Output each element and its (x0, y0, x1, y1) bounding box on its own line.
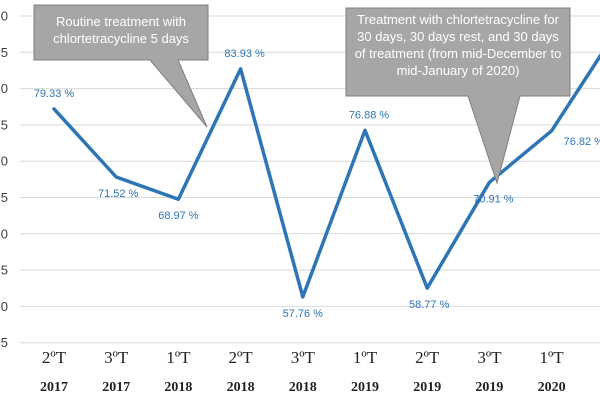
x-axis-ticks: 2ºT 2017 3ºT 2017 1ºT 2018 2ºT 2018 3ºT 2018 1ºT 20… (40, 348, 566, 395)
data-label: 57.76 % (283, 308, 324, 320)
y-tick-label: 5 (1, 117, 8, 132)
y-tick-label: 0 (1, 81, 8, 96)
x-tick-quarter: 1ºT (540, 348, 565, 367)
y-axis-ticks: 0 5 0 5 0 5 0 5 0 5 (1, 9, 8, 351)
x-tick-year: 2018 (227, 380, 255, 395)
data-label: 58.77 % (409, 299, 450, 311)
callout-text-line: Treatment with chlortetracycline for (357, 12, 559, 27)
x-tick-year: 2020 (538, 380, 566, 395)
data-label: 76.88 % (349, 109, 390, 121)
y-tick-label: 0 (1, 299, 8, 314)
x-tick-year: 2017 (102, 380, 130, 395)
series-layer (52, 53, 600, 299)
y-tick-label: 5 (1, 263, 8, 278)
y-tick-label: 0 (1, 9, 8, 24)
callout-text-line: chlortetracycline 5 days (53, 31, 189, 46)
x-tick-year: 2018 (164, 380, 192, 395)
x-tick-year: 2019 (351, 380, 379, 395)
data-label: 83.93 % (224, 48, 265, 60)
x-tick-quarter: 2ºT (229, 348, 254, 367)
y-tick-label: 0 (1, 154, 8, 169)
y-tick-label: 5 (1, 45, 8, 60)
y-tick-label: 5 (1, 190, 8, 205)
x-tick-year: 2019 (413, 380, 441, 395)
data-label: 76.82 % (564, 136, 600, 148)
x-tick-quarter: 3ºT (104, 348, 129, 367)
callout-extended: Treatment with chlortetracycline for 30 d… (345, 7, 571, 185)
data-label: 71.52 % (98, 188, 139, 200)
y-tick-label: 0 (1, 226, 8, 241)
x-tick-year: 2019 (475, 380, 503, 395)
x-tick-quarter: 2ºT (415, 348, 440, 367)
x-tick-quarter: 2ºT (42, 348, 67, 367)
x-tick-quarter: 1ºT (353, 348, 378, 367)
x-tick-quarter: 3ºT (291, 348, 316, 367)
callout-text-line: Routine treatment with (56, 14, 186, 29)
x-tick-year: 2018 (289, 380, 317, 395)
callout-routine: Routine treatment with chlortetracycline … (33, 4, 209, 128)
callout-box (345, 7, 571, 185)
data-label: 68.97 % (158, 210, 199, 222)
callout-text-line: of treatment (from mid-December to (355, 46, 562, 61)
callout-text-line: mid-January of 2020) (397, 63, 520, 78)
x-tick-year: 2017 (40, 380, 68, 395)
x-tick-quarter: 1ºT (166, 348, 191, 367)
data-label: 79.33 % (34, 88, 75, 100)
x-tick-quarter: 3ºT (477, 348, 502, 367)
y-tick-label: 5 (1, 335, 8, 350)
callouts: Routine treatment with chlortetracycline … (33, 4, 571, 185)
callout-text-line: 30 days, 30 days rest, and 30 days (357, 29, 559, 44)
data-labels: 79.33 % 71.52 % 68.97 % 83.93 % 57.76 % 76.88… (34, 48, 600, 320)
callout-box (33, 4, 209, 128)
series-line (52, 53, 600, 299)
data-label: 70.91 % (473, 193, 514, 205)
